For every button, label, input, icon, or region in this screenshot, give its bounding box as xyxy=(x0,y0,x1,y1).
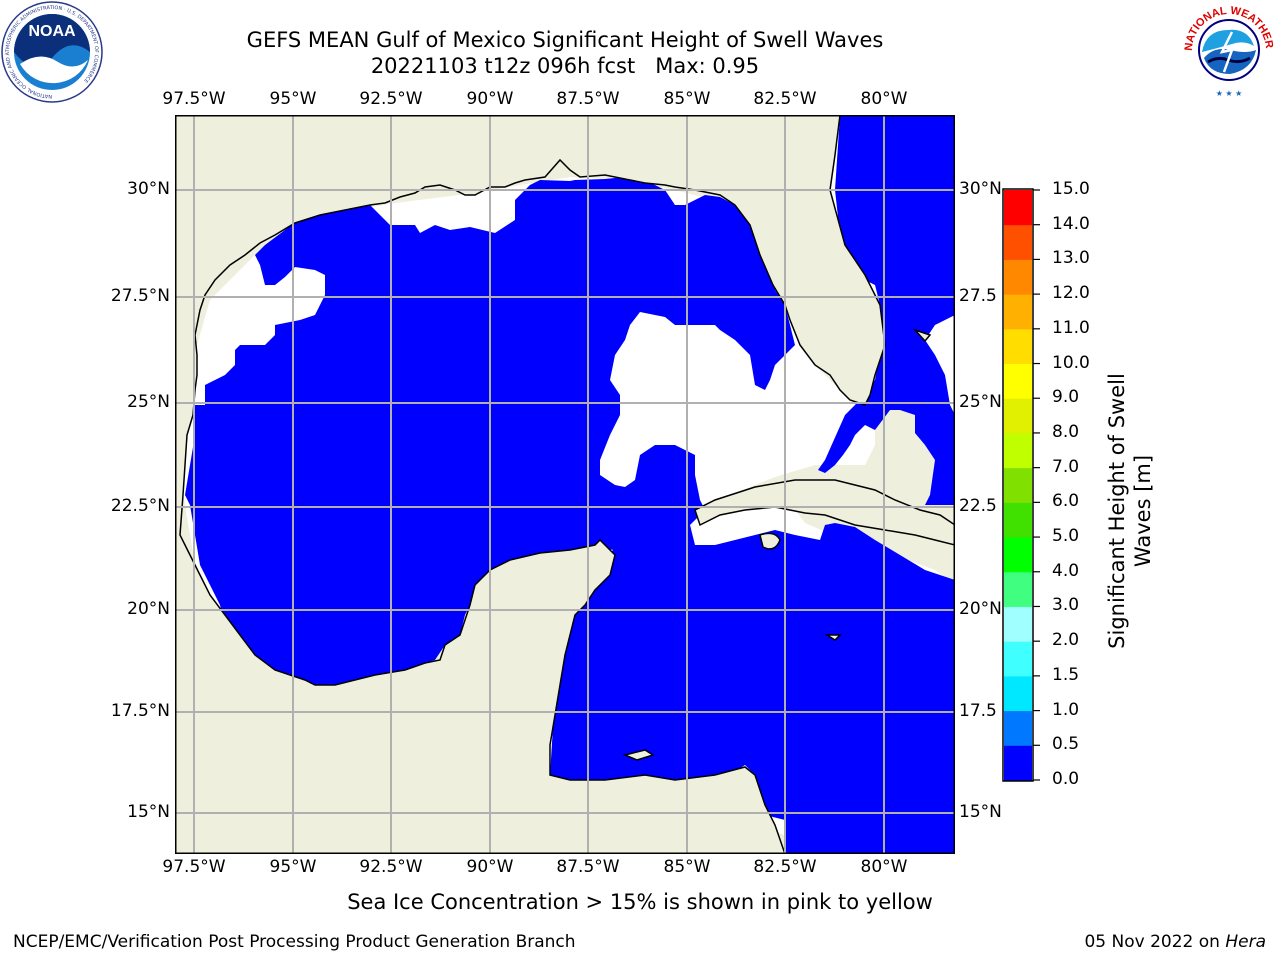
map-frame xyxy=(175,115,955,854)
colorbar-tick-label: 13.0 xyxy=(1052,248,1090,269)
colorbar-tick-label: 12.0 xyxy=(1052,283,1090,304)
longitude-label: 92.5°W xyxy=(359,857,423,877)
colorbar-segment xyxy=(1004,675,1032,712)
noaa-logo: NOAA NATIONAL OCEANIC AND ATMOSPHERIC AD… xyxy=(1,1,103,103)
latitude-label: 25°N xyxy=(959,392,1002,412)
colorbar-tick-label: 15.0 xyxy=(1052,179,1090,199)
longitude-label: 90°W xyxy=(466,857,514,877)
latitude-label: 27.5 xyxy=(959,286,997,306)
longitude-label: 90°W xyxy=(466,89,514,109)
longitude-label: 97.5°W xyxy=(162,857,226,877)
longitude-label: 97.5°W xyxy=(162,89,226,109)
longitude-label: 82.5°W xyxy=(753,857,817,877)
colorbar-segment xyxy=(1004,641,1032,677)
colorbar-segment xyxy=(1004,710,1032,746)
colorbar-segment xyxy=(1004,571,1032,607)
noaa-logo-text: NOAA xyxy=(28,23,76,40)
colorbar-tick-label: 0.5 xyxy=(1052,734,1080,755)
colorbar-segment xyxy=(1004,259,1032,295)
colorbar-tick-label: 5.0 xyxy=(1052,526,1080,547)
colorbar-tick-label: 4.0 xyxy=(1052,560,1080,581)
colorbar-frame xyxy=(1002,188,1034,782)
colorbar-tick-label: 1.0 xyxy=(1052,699,1080,720)
latitude-label: 22.5°N xyxy=(110,496,170,516)
latitude-label: 22.5 xyxy=(959,496,997,516)
latitude-label: 25°N xyxy=(127,392,170,412)
colorbar-segment xyxy=(1004,294,1032,330)
colorbar-segment xyxy=(1004,537,1032,573)
colorbar-segment xyxy=(1004,502,1032,538)
longitude-label: 87.5°W xyxy=(556,857,620,877)
latitude-label: 17.5°N xyxy=(110,701,170,721)
colorbar-tick-label: 1.5 xyxy=(1052,664,1080,685)
colorbar-tick-label: 6.0 xyxy=(1052,491,1080,512)
colorbar-tick-label: 8.0 xyxy=(1052,421,1080,442)
longitude-label: 95°W xyxy=(269,857,317,877)
colorbar-segment xyxy=(1004,328,1032,365)
colorbar-tick-label: 9.0 xyxy=(1052,387,1080,408)
atlantic-swell-area xyxy=(818,115,955,505)
colorbar-tick-label: 10.0 xyxy=(1052,352,1090,373)
graticule xyxy=(175,115,955,854)
colorbar-tick-label: 14.0 xyxy=(1052,213,1090,234)
colorbar-label: Significant Height of Swell Waves [m] xyxy=(1105,373,1155,649)
longitude-label: 85°W xyxy=(663,857,711,877)
colorbar-tick-label: 0.0 xyxy=(1052,769,1080,789)
latitude-label: 30°N xyxy=(127,179,170,199)
latitude-label: 20°N xyxy=(959,599,1002,619)
caribbean-swell-area xyxy=(550,510,955,854)
colorbar-segment xyxy=(1004,606,1032,642)
footer-date: 05 Nov 2022 on Hera xyxy=(1084,932,1266,952)
colorbar-tick-label: 7.0 xyxy=(1052,456,1080,477)
colorbar-segment xyxy=(1004,398,1032,434)
colorbar-tick-label: 3.0 xyxy=(1052,595,1080,616)
nws-stars-icon: ★ ★ ★ xyxy=(1216,89,1243,98)
latitude-label: 17.5 xyxy=(959,701,997,721)
longitude-label: 80°W xyxy=(860,89,908,109)
footer-credit: NCEP/EMC/Verification Post Processing Pr… xyxy=(13,932,576,952)
colorbar-segment xyxy=(1004,432,1032,469)
longitude-label: 80°W xyxy=(860,857,908,877)
colorbar-segment xyxy=(1004,467,1032,503)
longitude-label: 95°W xyxy=(269,89,317,109)
colorbar-segment xyxy=(1004,745,1032,781)
latitude-label: 15°N xyxy=(959,802,1002,822)
map-title: GEFS MEAN Gulf of Mexico Significant Hei… xyxy=(246,28,884,52)
colorbar xyxy=(1002,188,1040,782)
map-subtitle: 20221103 t12z 096h fcst Max: 0.95 xyxy=(370,54,760,78)
colorbar-tick-label: 11.0 xyxy=(1052,317,1090,338)
sea-ice-note: Sea Ice Concentration > 15% is shown in … xyxy=(347,890,933,914)
longitude-label: 85°W xyxy=(663,89,711,109)
latitude-label: 15°N xyxy=(127,802,170,822)
latitude-label: 27.5°N xyxy=(110,286,170,306)
colorbar-segment xyxy=(1004,190,1032,226)
longitude-label: 87.5°W xyxy=(556,89,620,109)
map-plot xyxy=(175,115,955,854)
colorbar-segment xyxy=(1004,224,1032,260)
latitude-label: 20°N xyxy=(127,599,170,619)
longitude-label: 82.5°W xyxy=(753,89,817,109)
nws-logo: NATIONAL WEATHER SERVICE ★ ★ ★ xyxy=(1178,0,1277,98)
colorbar-segment xyxy=(1004,363,1032,399)
colorbar-tick-label: 2.0 xyxy=(1052,630,1080,651)
latitude-label: 30°N xyxy=(959,179,1002,199)
longitude-label: 92.5°W xyxy=(359,89,423,109)
